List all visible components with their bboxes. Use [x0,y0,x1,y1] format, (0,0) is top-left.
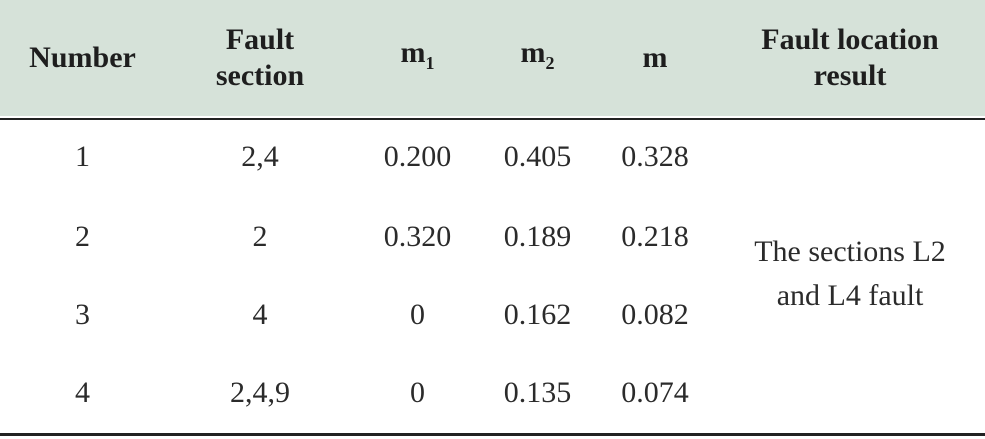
cell-fault-section: 2,4,9 [230,376,290,409]
cell-m1: 0 [410,298,425,331]
cell-m: 0.082 [621,298,689,331]
cell-fault-section: 2 [252,220,268,253]
cell-m2: 0.405 [503,140,572,173]
cell-m: 0.328 [621,140,689,173]
table-row: 4 2,4,9 0 0.135 0.074 [0,354,985,432]
table-header-row: Number Fault section m1 m2 m Fault locati… [0,0,985,116]
cell-fault-section: 2,4 [241,140,279,173]
header-fault-location-result: Fault location result [761,23,939,92]
header-m2: m2 [520,36,555,73]
header-number: Number [29,41,136,74]
cell-number: 1 [75,140,90,173]
cell-number: 3 [75,298,90,331]
header-m: m [642,41,668,74]
cell-fault-location-result: The sections L2 and L4 fault [754,235,946,312]
table-bottom-rule [0,433,985,436]
table-row: 3 4 0 0.162 0.082 [0,276,985,354]
cell-m2: 0.189 [503,220,572,253]
cell-m: 0.218 [621,220,689,253]
table-header-rule [0,118,985,120]
table-row: 2 2 0.320 0.189 0.218 [0,198,985,276]
table-row: 1 2,4 0.200 0.405 0.328 The sections L2 a… [0,116,985,312]
header-m1: m1 [400,36,435,73]
header-fault-section: Fault section [215,23,305,92]
cell-fault-section: 4 [252,298,268,331]
cell-m2: 0.135 [503,376,572,409]
cell-number: 2 [75,220,90,253]
cell-m1: 0.320 [383,220,452,253]
table-top-rule [0,0,985,3]
cell-m: 0.074 [621,376,689,409]
cell-m1: 0.200 [383,140,452,173]
cell-m1: 0 [410,376,425,409]
cell-m2: 0.162 [503,298,572,331]
cell-number: 4 [75,376,90,409]
